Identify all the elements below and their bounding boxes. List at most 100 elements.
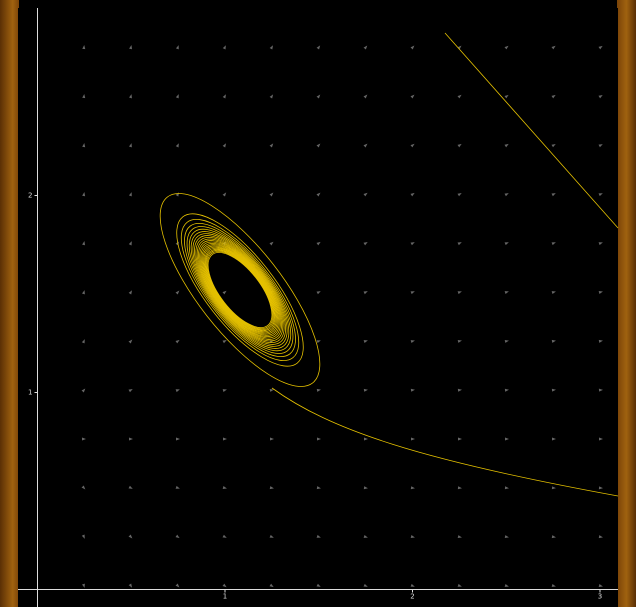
- field-arrow: [598, 94, 603, 99]
- field-arrow: [222, 534, 227, 538]
- x-tick-label: 3: [598, 593, 602, 601]
- field-arrow: [316, 291, 321, 295]
- spiral-loop: [195, 236, 285, 344]
- field-arrow: [269, 437, 274, 441]
- field-arrow: [551, 535, 556, 539]
- field-arrow: [363, 241, 368, 246]
- spiral-loop: [194, 235, 286, 345]
- y-tick-label: 2: [28, 192, 32, 200]
- spiral-loop: [159, 193, 321, 387]
- field-arrow: [410, 143, 415, 148]
- field-arrow: [363, 45, 368, 50]
- field-arrow: [82, 192, 86, 197]
- field-arrow: [551, 388, 556, 392]
- field-arrow: [598, 486, 603, 490]
- field-arrow: [363, 486, 368, 490]
- field-arrow: [128, 241, 132, 246]
- field-arrow: [551, 339, 556, 343]
- field-arrow: [269, 143, 274, 148]
- field-arrow: [504, 94, 509, 99]
- field-arrow: [128, 339, 133, 344]
- field-arrow: [551, 144, 556, 148]
- field-arrow: [128, 534, 133, 539]
- spiral-loop: [196, 238, 284, 342]
- field-arrow: [269, 241, 274, 246]
- field-arrow: [316, 437, 321, 441]
- field-arrow: [82, 241, 86, 246]
- field-arrow: [128, 143, 132, 148]
- spiral-loop: [200, 242, 280, 338]
- field-arrow: [457, 486, 462, 490]
- field-arrow: [316, 45, 321, 50]
- field-arrow: [598, 339, 603, 343]
- field-arrow: [128, 437, 133, 441]
- field-arrow: [128, 290, 133, 295]
- field-arrow: [457, 437, 462, 441]
- field-arrow: [504, 242, 509, 246]
- field-arrow: [410, 583, 415, 587]
- trajectory-line: [444, 32, 619, 229]
- spiral-loop: [176, 213, 304, 367]
- field-arrow: [316, 388, 321, 392]
- field-arrow: [598, 291, 603, 294]
- field-arrow: [504, 437, 509, 441]
- field-arrow: [551, 291, 556, 294]
- field-arrow: [410, 388, 415, 392]
- field-arrow: [316, 583, 321, 587]
- field-arrow: [504, 339, 509, 343]
- field-arrow: [175, 94, 179, 99]
- field-arrow: [410, 242, 415, 246]
- field-arrow: [128, 192, 132, 197]
- field-arrow: [81, 583, 85, 588]
- field-arrow: [504, 583, 509, 587]
- field-arrow: [363, 583, 368, 587]
- field-arrow: [175, 437, 180, 441]
- field-arrow: [81, 485, 86, 490]
- spiral-loop: [203, 246, 277, 334]
- field-arrow: [82, 94, 86, 99]
- field-arrow: [269, 486, 274, 490]
- field-arrow: [175, 290, 180, 295]
- field-arrow: [129, 45, 133, 50]
- field-arrow: [410, 291, 415, 295]
- spiral-loop: [186, 226, 294, 354]
- field-arrow: [81, 388, 86, 393]
- field-arrow: [81, 290, 85, 295]
- spiral-loop: [190, 231, 290, 349]
- field-arrow: [316, 192, 321, 197]
- spiral-loop: [188, 228, 292, 352]
- field-arrow: [457, 192, 462, 197]
- field-arrow: [457, 143, 462, 148]
- field-arrow: [269, 583, 274, 588]
- y-tick-label: 1: [28, 389, 32, 397]
- field-arrow: [81, 437, 86, 441]
- field-arrow: [598, 193, 603, 197]
- spiral-loop: [192, 233, 288, 347]
- field-arrow: [81, 339, 85, 344]
- field-arrow: [128, 485, 133, 489]
- field-arrow: [410, 437, 415, 441]
- field-arrow: [363, 291, 368, 295]
- field-arrow: [363, 143, 368, 148]
- field-arrow: [316, 486, 321, 490]
- field-arrow: [175, 339, 180, 344]
- plot-area: [18, 8, 618, 607]
- field-arrow: [457, 242, 462, 246]
- spiral-loop: [204, 247, 276, 333]
- field-arrow: [222, 45, 226, 50]
- field-arrow: [598, 388, 603, 392]
- field-arrow: [410, 486, 415, 490]
- field-arrow: [363, 94, 368, 99]
- spiral-loop: [201, 244, 279, 336]
- field-arrow: [551, 437, 556, 441]
- field-arrow: [269, 388, 274, 392]
- spiral-loop: [199, 241, 281, 339]
- field-arrow: [457, 388, 462, 392]
- spiral-loop: [207, 252, 273, 328]
- spiral-loop: [184, 222, 296, 358]
- x-tick-label: 1: [223, 593, 227, 601]
- field-arrow: [222, 290, 227, 295]
- field-arrow: [129, 94, 132, 99]
- spiral-loop: [198, 240, 282, 340]
